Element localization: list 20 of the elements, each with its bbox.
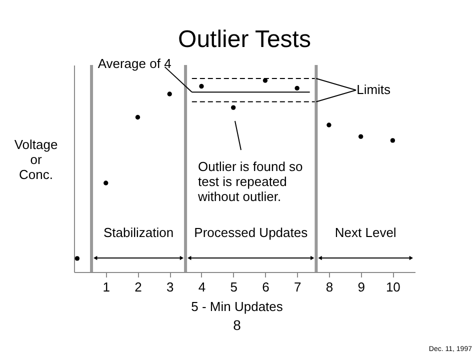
x-tick-label: 7 <box>294 280 302 294</box>
annotation: Stabilization <box>103 225 174 240</box>
x-tick-label: 3 <box>166 280 174 294</box>
x-tick-label: 4 <box>198 280 206 294</box>
annotation: Next Level <box>334 225 396 240</box>
x-tick-label: 2 <box>134 280 142 294</box>
x-axis-title: 5 - Min Updates <box>191 299 284 314</box>
text: 8 <box>233 317 242 333</box>
x-tick-label: 5 <box>230 280 238 294</box>
x-tick-label: 10 <box>386 280 400 294</box>
x-tick-label: 8 <box>326 280 334 294</box>
annotation: Processed Updates <box>194 225 308 240</box>
annotation: Outlier is found so test is repeated without outlier. <box>197 159 303 204</box>
x-tick-label: 6 <box>262 280 270 294</box>
annotation: Average of 4 <box>98 56 172 72</box>
annotation: Limits <box>356 82 392 98</box>
chart-title: Outlier Tests <box>178 26 311 54</box>
y-axis-title: Voltage or Conc. <box>14 137 58 182</box>
x-tick-label: 1 <box>102 280 110 294</box>
x-tick-label: 9 <box>358 280 365 294</box>
